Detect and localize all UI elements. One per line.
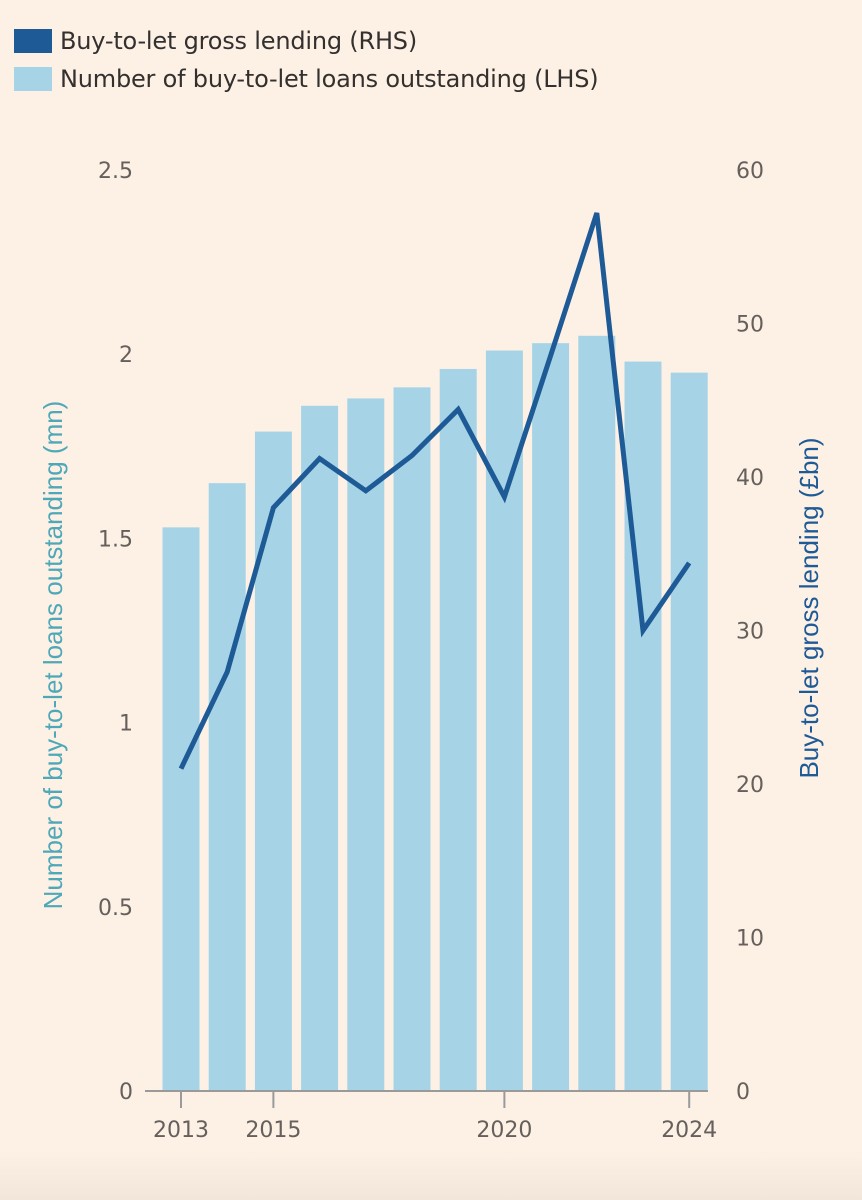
legend-label: Number of buy-to-let loans outstanding (… xyxy=(60,65,599,93)
bar-2013 xyxy=(162,527,200,1091)
left-axis-ticks: 0 0.5 1 1.5 2 2.5 xyxy=(98,159,133,1105)
left-tick-label: 2.5 xyxy=(98,159,133,184)
legend-swatch-line xyxy=(14,29,52,53)
right-axis-title: Buy-to-let gross lending (£bn) xyxy=(794,437,824,778)
left-tick-label: 1.5 xyxy=(98,527,133,552)
legend: Buy-to-let gross lending (RHS) Number of… xyxy=(14,22,599,98)
legend-swatch-bar xyxy=(14,67,52,91)
x-tick-label-2024: 2024 xyxy=(661,1118,717,1143)
gross-lending-line xyxy=(178,212,692,770)
left-tick-label: 0.5 xyxy=(98,896,133,921)
x-tick-label-2020: 2020 xyxy=(476,1118,532,1143)
bar-2018 xyxy=(393,387,431,1092)
bar-2014 xyxy=(208,483,246,1091)
bar-2015 xyxy=(254,431,292,1092)
right-tick-label: 50 xyxy=(736,313,764,338)
x-tick-label-2015: 2015 xyxy=(245,1118,301,1143)
right-tick-label: 20 xyxy=(736,773,764,798)
legend-item-gross-lending: Buy-to-let gross lending (RHS) xyxy=(14,22,598,60)
right-tick-label: 0 xyxy=(736,1080,750,1105)
x-ticks-group: 2013 2015 2020 2024 xyxy=(153,1091,717,1143)
bottom-shade xyxy=(0,1150,862,1200)
bar-2019 xyxy=(439,368,477,1091)
x-tick-label-2013: 2013 xyxy=(153,1118,209,1143)
bar-2016 xyxy=(301,405,339,1091)
left-tick-label: 0 xyxy=(119,1080,133,1105)
right-tick-label: 40 xyxy=(736,466,764,491)
left-tick-label: 2 xyxy=(119,343,133,368)
right-axis-ticks: 0 10 20 30 40 50 60 xyxy=(736,159,764,1105)
right-tick-label: 60 xyxy=(736,159,764,184)
bar-2023 xyxy=(624,361,662,1091)
bars-group xyxy=(162,335,708,1092)
legend-item-loans-outstanding: Number of buy-to-let loans outstanding (… xyxy=(14,60,599,98)
legend-label: Buy-to-let gross lending (RHS) xyxy=(60,27,417,55)
left-axis-title: Number of buy-to-let loans outstanding (… xyxy=(38,401,68,910)
left-tick-label: 1 xyxy=(119,712,133,737)
right-tick-label: 30 xyxy=(736,620,764,645)
bar-2017 xyxy=(347,398,385,1092)
bar-2021 xyxy=(532,343,570,1091)
bar-2022 xyxy=(578,335,616,1091)
bar-2024 xyxy=(670,372,708,1091)
right-tick-label: 10 xyxy=(736,927,764,952)
